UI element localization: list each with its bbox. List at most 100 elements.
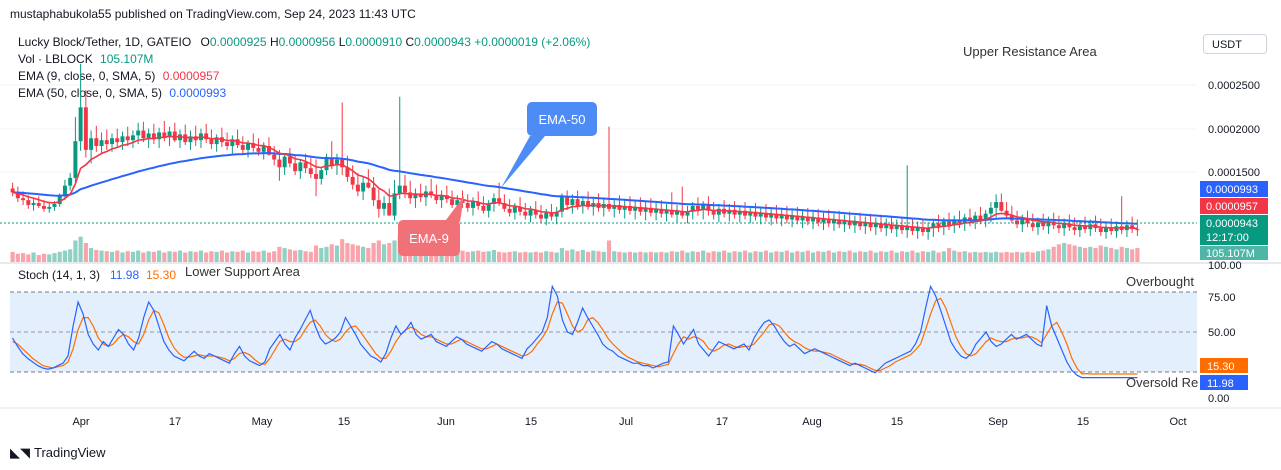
- volume-bar: [706, 252, 711, 262]
- volume-bar: [313, 245, 319, 262]
- volume-bar: [183, 252, 188, 262]
- volume-bar: [334, 245, 340, 262]
- volume-bar: [204, 252, 209, 262]
- candle: [308, 168, 313, 175]
- volume-bar: [219, 250, 224, 262]
- volume-bars: [10, 235, 1140, 262]
- volume-bar: [366, 248, 371, 262]
- volume-bar: [601, 251, 606, 262]
- volume-bar: [1130, 249, 1135, 262]
- volume-bar: [753, 251, 758, 262]
- candle: [837, 219, 842, 225]
- candle: [319, 170, 324, 179]
- volume-bar: [376, 240, 381, 262]
- stoch-k-line: [11, 284, 1138, 379]
- volume-bar: [434, 251, 439, 262]
- candle: [371, 187, 376, 201]
- volume-bar: [1109, 248, 1114, 262]
- volume-bar: [282, 248, 287, 262]
- stoch-axis[interactable]: 100.00 75.00 50.00 15.30 11.98 0.00: [1200, 260, 1248, 405]
- volume-bar: [120, 252, 125, 262]
- candle: [554, 211, 559, 217]
- volume-bar: [821, 251, 826, 262]
- volume-bar: [837, 251, 842, 262]
- ema50-label: EMA (50, close, 0, SMA, 5): [18, 86, 163, 100]
- volume-bar: [926, 251, 931, 262]
- volume-bar: [941, 251, 946, 262]
- volume-bar: [946, 248, 952, 262]
- candle: [973, 215, 978, 222]
- candle: [476, 202, 481, 206]
- volume-bar: [188, 251, 193, 262]
- volume-bar: [277, 246, 282, 262]
- time-axis[interactable]: Apr 17 May 15 Jun 15 Jul 17 Aug 15 Sep 15 Oct: [72, 416, 1186, 428]
- volume-bar: [538, 252, 544, 262]
- candle: [643, 207, 648, 212]
- volume-bar: [779, 251, 784, 262]
- candle: [743, 210, 748, 216]
- volume-bar: [151, 251, 156, 262]
- price-axis[interactable]: 0.0002500 0.0002000 0.0001500 0.0000993 …: [1200, 80, 1268, 260]
- candle: [983, 213, 988, 220]
- volume-bar: [763, 250, 769, 262]
- volume-bar: [680, 250, 685, 262]
- candle: [523, 211, 528, 216]
- candle: [664, 209, 669, 214]
- tradingview-logo-icon: ◣◥: [10, 445, 30, 460]
- candle: [439, 195, 444, 201]
- candle: [497, 198, 502, 204]
- candle: [1030, 223, 1035, 228]
- candle: [47, 206, 52, 209]
- candle: [188, 136, 193, 143]
- countdown-text: 12:17:00: [1206, 232, 1249, 244]
- candle: [842, 220, 847, 225]
- candle: [450, 199, 455, 205]
- time-tick: May: [252, 416, 273, 428]
- candle: [795, 215, 800, 221]
- low-value: 0.0000910: [345, 35, 403, 49]
- volume-bar: [596, 251, 601, 262]
- volume-bar: [209, 251, 214, 262]
- volume-bar: [68, 249, 73, 262]
- candle: [151, 133, 156, 140]
- candle: [915, 227, 920, 232]
- time-tick: Apr: [72, 416, 89, 428]
- high-label: H: [269, 35, 279, 49]
- grid: [0, 84, 1197, 173]
- volume-bar: [371, 243, 376, 262]
- volume-bar: [1072, 245, 1077, 262]
- candle: [502, 203, 507, 209]
- candle: [10, 188, 15, 193]
- volume-bar: [1020, 252, 1025, 262]
- candle: [481, 205, 486, 211]
- time-tick: Jun: [437, 416, 455, 428]
- volume-bar: [894, 252, 899, 262]
- candle: [633, 206, 638, 211]
- volume-bar: [994, 251, 999, 262]
- volume-bar: [1041, 250, 1046, 262]
- currency-button[interactable]: USDT: [1203, 34, 1267, 54]
- volume-bar: [554, 252, 559, 262]
- change-value: +0.0000019 (+2.06%): [474, 35, 591, 49]
- ema50-legend: EMA (50, close, 0, SMA, 5) 0.0000993: [18, 86, 226, 100]
- volume-bar: [1062, 243, 1067, 262]
- candle: [157, 132, 162, 140]
- time-tick: Aug: [802, 416, 822, 428]
- candle: [83, 107, 88, 150]
- volume-bar: [460, 250, 465, 262]
- candle: [675, 210, 680, 215]
- candle: [120, 136, 125, 143]
- candle: [763, 212, 768, 218]
- candle: [261, 146, 266, 152]
- published-header: mustaphabukola55 published on TradingVie…: [10, 7, 416, 21]
- candle: [920, 227, 925, 233]
- candle: [293, 163, 298, 172]
- candle: [387, 203, 392, 216]
- volume-bar: [381, 244, 387, 262]
- candle: [361, 182, 366, 192]
- ema50-callout-label: EMA-50: [539, 112, 586, 127]
- volume-bar: [868, 250, 873, 262]
- candle: [1109, 227, 1114, 232]
- volume-bar: [387, 243, 392, 262]
